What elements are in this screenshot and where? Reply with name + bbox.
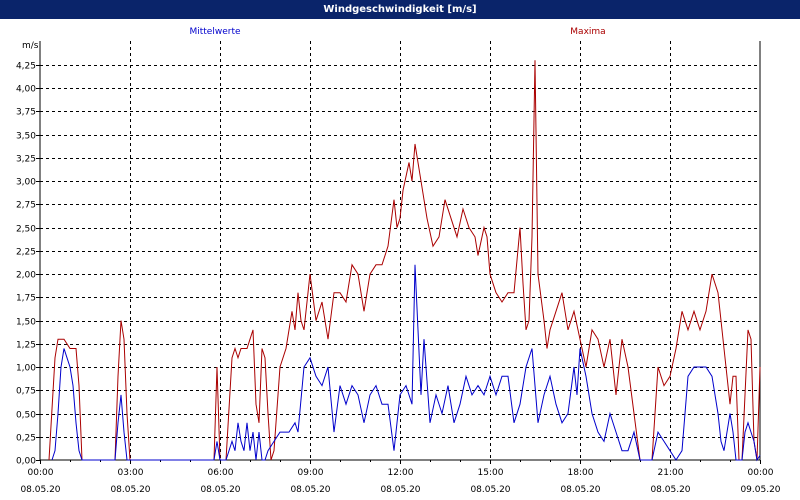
x-tick-date-label: 08.05.20 [20, 485, 60, 495]
y-tick-label: 0,00 [16, 457, 36, 467]
x-tick-time-label: 21:00 [658, 468, 684, 478]
y-tick-label: 4,25 [16, 62, 36, 72]
y-tick-label: 1,75 [16, 294, 36, 304]
x-tick-time-label: 00:00 [28, 468, 54, 478]
x-tick-date-label: 08.05.20 [200, 485, 240, 495]
y-tick-label: 2,25 [16, 248, 36, 258]
axes: 0,00 0,25 0,50 0,75 1,00 1,25 1,50 1,75 2,00 2,25… [16, 41, 781, 495]
y-tick-label: 1,25 [16, 341, 36, 351]
y-tick-label: 1,50 [16, 318, 36, 328]
x-tick-date-label: 09.05.20 [740, 485, 780, 495]
legend-max: Maxima [570, 27, 605, 37]
x-tick-date-label: 08.05.20 [380, 485, 420, 495]
x-tick-date-label: 08.05.20 [290, 485, 330, 495]
y-tick-label: 3,00 [16, 178, 36, 188]
x-tick-date-label: 08.05.20 [650, 485, 690, 495]
legend-mean: Mittelwerte [189, 27, 240, 37]
x-tick-time-label: 15:00 [478, 468, 504, 478]
y-tick-label: 1,00 [16, 364, 36, 374]
x-tick-time-label: 06:00 [208, 468, 234, 478]
x-tick-time-label: 03:00 [118, 468, 144, 478]
y-tick-label: 3,75 [16, 108, 36, 118]
series-line-mittelwerte [51, 264, 761, 462]
wind-speed-chart: 0,00 0,25 0,50 0,75 1,00 1,25 1,50 1,75 2,00 2,25… [16, 27, 781, 495]
grid [40, 41, 760, 460]
x-tick-date-label: 08.05.20 [470, 485, 510, 495]
y-tick-label: 0,50 [16, 411, 36, 421]
y-tick-label: 3,25 [16, 155, 36, 165]
x-tick-time-label: 09:00 [298, 468, 324, 478]
x-tick-time-label: 00:00 [748, 468, 774, 478]
y-tick-label: 0,25 [16, 434, 36, 444]
x-tick-date-label: 08.05.20 [110, 485, 150, 495]
y-tick-label: 0,75 [16, 387, 36, 397]
y-tick-label: 2,75 [16, 201, 36, 211]
series-layer [48, 60, 761, 462]
window-title: Windgeschwindigkeit [m/s] [0, 0, 800, 19]
y-tick-label: 3,50 [16, 132, 36, 142]
y-tick-label: 2,50 [16, 225, 36, 235]
x-tick-date-label: 08.05.20 [560, 485, 600, 495]
x-tick-time-label: 12:00 [388, 468, 414, 478]
x-tick-time-label: 18:00 [568, 468, 594, 478]
y-axis-label: m/s [22, 41, 39, 51]
series-line-maxima [48, 60, 761, 461]
y-tick-label: 2,00 [16, 271, 36, 281]
y-tick-label: 4,00 [16, 85, 36, 95]
